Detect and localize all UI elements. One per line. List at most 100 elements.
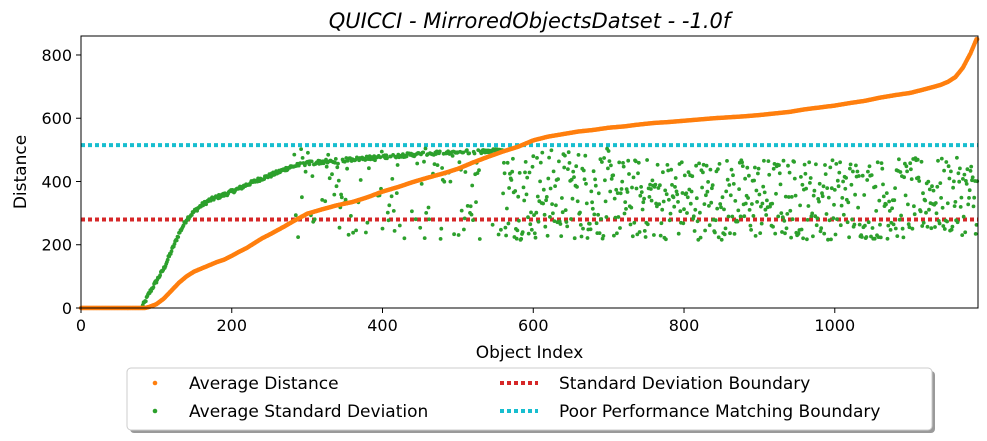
std-dev-point [475,171,480,176]
std-dev-point [848,166,852,171]
std-dev-point [474,200,478,205]
std-dev-point [324,164,329,169]
std-dev-point [874,209,879,213]
std-dev-point [633,159,638,164]
std-dev-point [535,156,539,160]
reference-lines-layer [81,143,978,222]
std-dev-point [751,214,756,218]
std-dev-point [881,194,886,199]
std-dev-point [757,192,762,197]
std-dev-point [667,218,672,223]
std-dev-point [648,182,652,187]
std-dev-point [706,180,710,184]
legend-items: Average Distance Average Standard Deviati… [152,374,880,422]
std-dev-point [592,212,597,217]
std-dev-point [593,183,598,188]
y-tick-label: 800 [41,46,72,65]
std-dev-point [469,212,474,217]
std-dev-point [692,229,697,233]
std-dev-point [520,230,525,235]
std-dev-point [780,215,785,220]
std-dev-point [565,224,570,229]
std-dev-point [804,186,808,191]
std-dev-point [581,226,585,231]
std-dev-point [916,175,921,180]
std-dev-point [456,233,461,237]
std-dev-point [884,202,888,207]
y-tick-label: 200 [41,236,72,255]
std-dev-point [344,156,349,160]
std-dev-point [847,235,851,240]
std-dev-point [799,175,803,179]
std-dev-point [805,237,809,242]
std-dev-point [673,176,678,180]
std-dev-point [908,161,913,166]
std-dev-point [814,162,818,167]
std-dev-point [860,235,864,239]
std-dev-point [824,212,829,216]
std-dev-point [423,146,428,151]
std-dev-point [655,162,660,167]
std-dev-point [333,160,337,165]
std-dev-point [655,204,659,209]
std-dev-point [947,176,952,181]
std-dev-point [691,214,696,219]
std-dev-point [440,166,444,170]
std-dev-point [906,202,910,207]
std-dev-point [841,212,846,217]
std-dev-point [397,223,402,228]
std-dev-point [612,233,616,238]
std-dev-point [887,209,892,213]
std-dev-point [866,169,870,174]
std-dev-point [961,214,966,219]
std-dev-point [435,163,440,168]
std-dev-point [939,196,943,200]
std-dev-point [354,228,358,233]
std-dev-point [776,214,781,219]
std-dev-point [957,179,962,184]
std-dev-point [169,249,174,254]
std-dev-point [575,185,579,189]
std-dev-point [900,226,905,231]
std-dev-point [439,226,444,231]
x-tick-label: 200 [216,316,247,335]
std-dev-point [438,237,443,241]
std-dev-point [783,231,787,236]
std-dev-point [708,167,713,172]
std-dev-point [330,172,334,177]
std-dev-point [649,187,653,191]
std-dev-point [392,229,397,233]
std-dev-point [927,187,932,192]
std-dev-point [566,167,570,172]
std-dev-point [665,163,670,167]
std-dev-point [884,191,889,196]
std-dev-point [821,184,826,189]
std-dev-point [929,226,934,231]
std-dev-point [690,174,695,179]
std-dev-point [798,203,802,208]
std-dev-point [962,172,967,177]
std-dev-point [450,154,455,158]
std-dev-point [951,185,955,190]
std-dev-point [623,200,628,205]
std-dev-point [560,210,565,215]
std-dev-point [716,235,721,240]
std-dev-point [596,191,601,196]
std-dev-point [600,160,604,164]
std-dev-point [829,237,833,242]
std-dev-point [846,200,851,205]
std-dev-point [490,222,495,227]
std-dev-point [463,170,468,174]
std-dev-point [671,195,676,200]
std-dev-point [640,207,645,212]
std-dev-point [629,205,634,210]
std-dev-point [462,216,467,221]
std-dev-point [903,193,908,198]
std-dev-point [807,160,812,165]
std-dev-point [511,156,515,161]
std-dev-point [630,234,635,239]
std-dev-point [720,195,725,200]
std-dev-point [557,159,561,164]
std-dev-point [855,169,860,174]
